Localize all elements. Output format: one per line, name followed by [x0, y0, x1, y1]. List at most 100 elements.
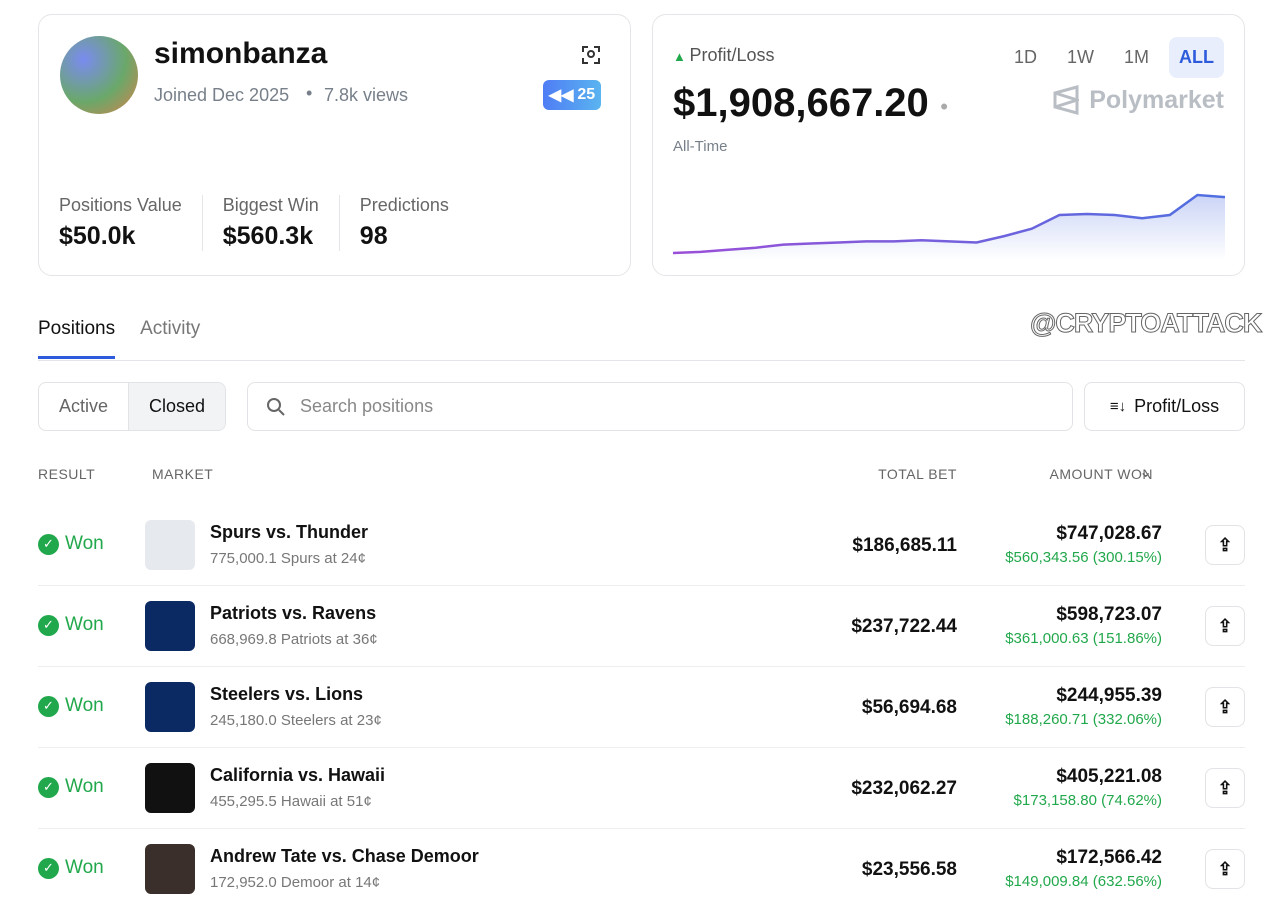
- sort-chevron: ⌄: [1139, 464, 1153, 481]
- search-placeholder: Search positions: [300, 396, 434, 416]
- result: ✓ Won: [38, 614, 104, 636]
- market-detail: 245,180.0 Steelers at 23¢: [210, 712, 382, 729]
- brand-logo: [1053, 85, 1080, 115]
- pnl-line: [673, 193, 1225, 255]
- result-text: Won: [65, 614, 104, 635]
- check-icon: ✓: [38, 695, 59, 717]
- total-bet: $186,685.11: [852, 535, 957, 556]
- result-text: Won: [65, 776, 104, 797]
- pnl-label-text: Profit/Loss: [689, 45, 775, 65]
- result-text: Won: [65, 695, 104, 716]
- range-tab[interactable]: 1W: [1066, 47, 1094, 67]
- market-detail: 455,295.5 Hawaii at 51¢: [210, 793, 372, 810]
- sort-text: Profit/Loss: [1134, 396, 1220, 416]
- result: ✓ Won: [38, 776, 104, 798]
- position-row: ✓ Won Patriots vs. Ravens 668,969.8 Patriot…: [38, 586, 1245, 667]
- sort-button[interactable]: ≡↓ Profit/Loss: [1084, 382, 1245, 431]
- market-icon: [145, 763, 195, 813]
- views: 7.8k views: [324, 85, 409, 105]
- profit: $173,158.80 (74.62%): [1013, 792, 1162, 809]
- amount-won: $244,955.39: [1056, 685, 1162, 706]
- badge[interactable]: ◀◀ 25: [543, 80, 601, 110]
- check-icon: ✓: [38, 533, 59, 555]
- tab[interactable]: Positions: [38, 318, 116, 359]
- range-tab[interactable]: 1D: [1013, 47, 1037, 67]
- tabs: Positions Activity: [38, 318, 200, 359]
- range-tab[interactable]: ALL: [1169, 37, 1224, 78]
- stat-label: Positions Value: [59, 195, 182, 215]
- pnl-amount-text: $1,908,667.20: [673, 81, 929, 125]
- share-button[interactable]: ⇪: [1205, 849, 1245, 889]
- pnl-area: [673, 195, 1225, 260]
- stat-label: Predictions: [359, 195, 449, 215]
- market-icon: [145, 844, 195, 894]
- share-button[interactable]: ⇪: [1205, 687, 1245, 727]
- scan-icon[interactable]: [581, 45, 601, 65]
- amount-won: $598,723.07: [1056, 604, 1162, 625]
- up-arrow: ▲: [673, 49, 690, 64]
- result: ✓ Won: [38, 533, 104, 555]
- result-text: Won: [65, 857, 104, 878]
- pnl-card: ▲ Profit/Loss $1,908,667.20 ● All-Time 1…: [652, 14, 1245, 276]
- stat-value: 98: [359, 222, 388, 250]
- profit: $560,343.56 (300.15%): [1005, 549, 1162, 566]
- filter[interactable]: Closed: [128, 383, 226, 430]
- profit: $188,260.71 (332.06%): [1005, 711, 1162, 728]
- share-button[interactable]: ⇪: [1205, 606, 1245, 646]
- profit: $149,009.84 (632.56%): [1005, 873, 1162, 890]
- total-bet: $232,062.27: [851, 778, 957, 799]
- share-button[interactable]: ⇪: [1205, 525, 1245, 565]
- position-row: ✓ Won Andrew Tate vs. Chase Demoor 172,952.…: [38, 829, 1245, 910]
- username: simonbanza: [154, 37, 328, 70]
- market-title[interactable]: Spurs vs. Thunder: [210, 522, 369, 542]
- stat: Predictions 98: [338, 195, 469, 251]
- column-header: TOTAL BET: [878, 466, 957, 482]
- range-tabs: 1D 1W 1M ALL: [1004, 37, 1224, 78]
- check-icon: ✓: [38, 857, 59, 879]
- pnl-label: ▲ Profit/Loss: [673, 45, 775, 66]
- search-box[interactable]: Search positions: [247, 382, 1073, 431]
- position-row: ✓ Won California vs. Hawaii 455,295.5 Hawai…: [38, 748, 1245, 829]
- check-icon: ✓: [38, 614, 59, 636]
- pnl-amount: $1,908,667.20 ●: [673, 81, 948, 126]
- market-title[interactable]: Andrew Tate vs. Chase Demoor: [210, 846, 479, 866]
- column-header[interactable]: AMOUNT WON: [1049, 466, 1153, 482]
- market-title[interactable]: Steelers vs. Lions: [210, 684, 364, 704]
- sort-icon: ≡↓: [1109, 398, 1127, 415]
- stat-value: $560.3k: [222, 222, 314, 250]
- profile-card: simonbanza Joined Dec 2025 • 7.8k views …: [38, 14, 631, 276]
- market-title[interactable]: Patriots vs. Ravens: [210, 603, 377, 623]
- dot: •: [306, 83, 313, 103]
- stat-label: Biggest Win: [222, 195, 319, 215]
- amount-won: $405,221.08: [1056, 766, 1162, 787]
- tab-divider: [38, 360, 1245, 361]
- amount-won: $172,566.42: [1056, 847, 1162, 868]
- info-icon[interactable]: ●: [939, 97, 949, 114]
- market-icon: [145, 682, 195, 732]
- market-detail: 172,952.0 Demoor at 14¢: [210, 874, 381, 891]
- stats: Positions Value $50.0k Biggest Win $560.3k P…: [59, 195, 469, 251]
- market-icon: [145, 520, 195, 570]
- search-icon: [267, 397, 285, 416]
- column-header: RESULT: [38, 466, 96, 482]
- market-detail: 775,000.1 Spurs at 24¢: [210, 550, 366, 567]
- result: ✓ Won: [38, 695, 104, 717]
- badge-count: 25: [577, 86, 596, 103]
- stat: Positions Value $50.0k: [59, 195, 202, 251]
- filter[interactable]: Active: [59, 396, 109, 416]
- total-bet: $23,556.58: [861, 859, 957, 880]
- position-row: ✓ Won Spurs vs. Thunder 775,000.1 Spurs at …: [38, 505, 1245, 586]
- range-tab[interactable]: 1M: [1123, 47, 1149, 67]
- brand-text: Polymarket: [1089, 85, 1224, 114]
- share-button[interactable]: ⇪: [1205, 768, 1245, 808]
- watermark: @CRYPTOATTACK: [1029, 308, 1262, 339]
- market-title[interactable]: California vs. Hawaii: [210, 765, 386, 785]
- profit: $361,000.63 (151.86%): [1005, 630, 1162, 647]
- stat-value: $50.0k: [59, 222, 136, 250]
- tab[interactable]: Activity: [140, 318, 201, 339]
- result: ✓ Won: [38, 857, 104, 879]
- total-bet: $56,694.68: [861, 697, 957, 718]
- badge-icon: ◀◀: [548, 87, 574, 104]
